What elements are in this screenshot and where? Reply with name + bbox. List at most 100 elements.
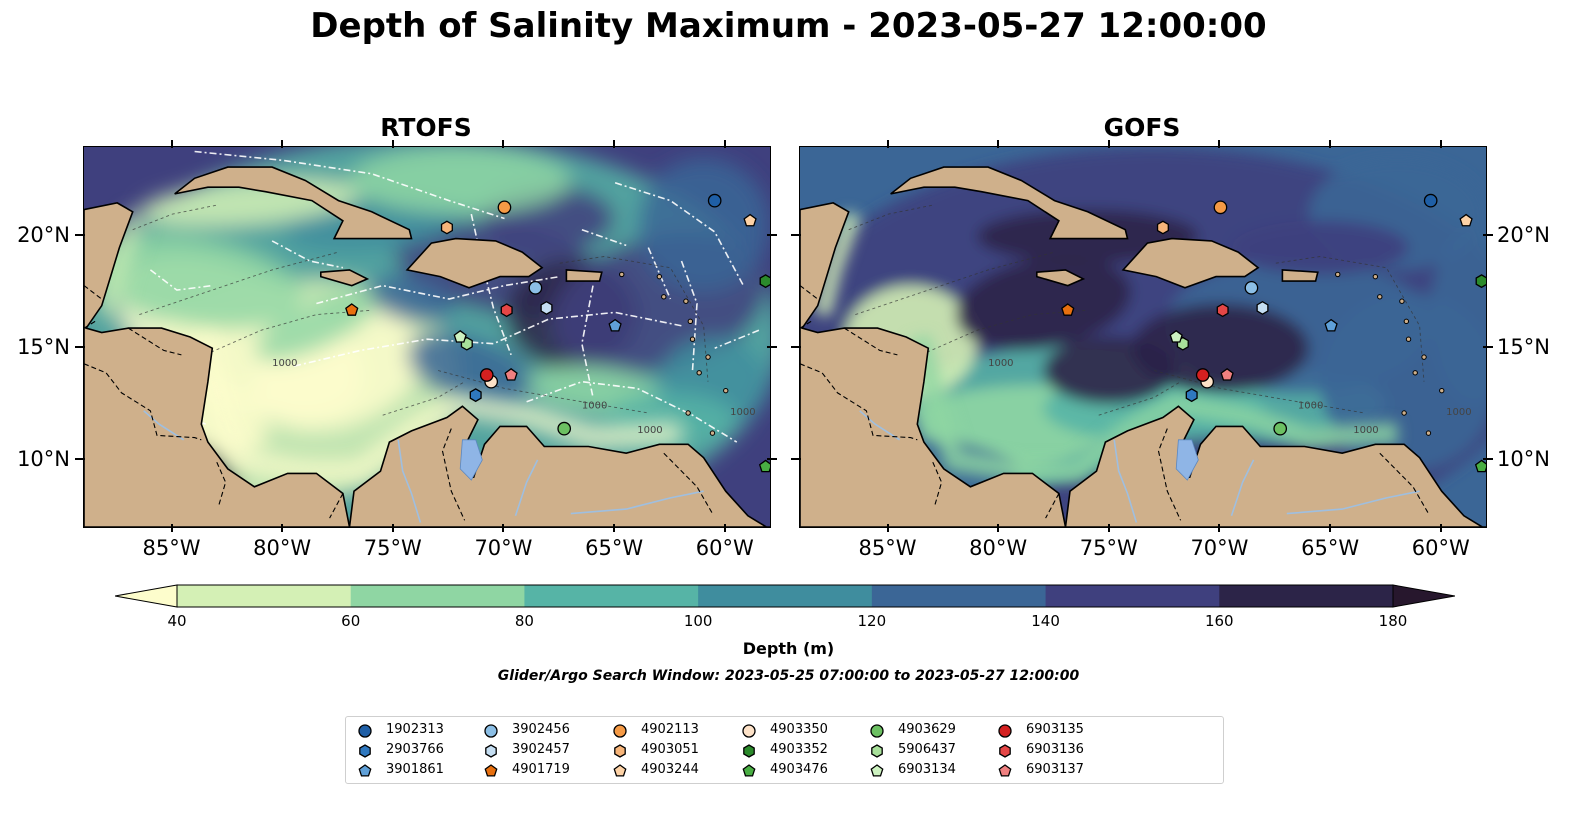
island bbox=[689, 336, 696, 342]
front-line bbox=[680, 260, 698, 371]
colorbar-segment bbox=[871, 585, 1047, 607]
circle-marker-icon bbox=[484, 724, 498, 738]
country-border bbox=[800, 363, 918, 441]
legend-label: 4903352 bbox=[770, 742, 828, 757]
lat-tick-mark bbox=[75, 457, 85, 460]
river bbox=[143, 410, 185, 441]
panel-title-gofs: GOFS bbox=[1103, 113, 1181, 142]
river bbox=[1113, 439, 1138, 523]
colorbar-tick-label: 60 bbox=[341, 612, 361, 630]
colorbar-tick-label: 160 bbox=[1204, 612, 1234, 630]
contour-label: 1000 bbox=[730, 407, 755, 418]
island bbox=[683, 298, 689, 304]
legend-marker bbox=[999, 744, 1011, 758]
lon-tick-mark bbox=[997, 524, 1000, 532]
float-4903051 bbox=[440, 220, 453, 235]
lon-tick-mark bbox=[502, 140, 505, 148]
bathymetry-line bbox=[437, 370, 649, 414]
colorbar-segment bbox=[1045, 585, 1220, 607]
pentagon-marker-icon bbox=[998, 764, 1012, 777]
float-4903629 bbox=[557, 421, 572, 436]
colorbar-segment bbox=[350, 585, 525, 607]
front-line bbox=[614, 182, 745, 286]
island bbox=[1425, 430, 1432, 436]
depth-patch bbox=[1131, 303, 1309, 393]
legend-marker bbox=[998, 764, 1012, 777]
rtofs-map[interactable]: 1000 1000 1000 1000 bbox=[83, 146, 771, 528]
lat-tick-label: 20°N bbox=[17, 223, 70, 248]
island bbox=[619, 271, 625, 278]
lon-tick-mark bbox=[613, 524, 616, 532]
lat-tick-mark bbox=[75, 234, 85, 237]
front-line bbox=[470, 213, 512, 356]
land-jamaica bbox=[1036, 269, 1086, 287]
country-border bbox=[663, 452, 713, 514]
colorbar-tick-label: 40 bbox=[167, 612, 187, 630]
contour-label: 1000 bbox=[988, 358, 1013, 369]
float-4901719 bbox=[345, 303, 359, 316]
float-2903766 bbox=[1185, 388, 1198, 403]
hexagon-marker-icon bbox=[614, 744, 626, 758]
land-southamerica bbox=[348, 405, 770, 527]
lon-tick-mark bbox=[170, 140, 173, 148]
legend-label: 4902113 bbox=[641, 722, 699, 737]
front-line bbox=[581, 285, 594, 398]
island bbox=[1405, 336, 1412, 342]
land-mexico bbox=[800, 202, 1067, 527]
rtofs-map-canvas: 1000 1000 1000 1000 bbox=[84, 147, 770, 527]
island bbox=[1377, 294, 1383, 300]
colorbar-tick-label: 80 bbox=[514, 612, 534, 630]
float-6903136 bbox=[1216, 303, 1229, 318]
pentagon-marker-icon bbox=[358, 764, 372, 777]
lon-tick-label: 75°W bbox=[1079, 536, 1138, 560]
float-4902113 bbox=[1213, 200, 1228, 215]
lat-tick-mark bbox=[767, 346, 777, 349]
colorbar-tick-label: 100 bbox=[683, 612, 713, 630]
lon-tick-mark bbox=[886, 524, 889, 532]
contour-label: 1000 bbox=[1446, 407, 1471, 418]
circle-marker-icon bbox=[358, 724, 372, 738]
land-mexico bbox=[84, 202, 351, 527]
float-4903051 bbox=[1156, 220, 1169, 235]
lon-tick-label: 65°W bbox=[1301, 536, 1360, 560]
float-6903134 bbox=[1169, 329, 1183, 343]
gofs-map-canvas: 1000 1000 1000 1000 bbox=[800, 147, 1486, 527]
lon-tick-mark bbox=[723, 140, 726, 148]
lon-tick-mark bbox=[1218, 140, 1221, 148]
river bbox=[1230, 459, 1255, 517]
pentagon-marker-icon bbox=[484, 764, 498, 777]
land bbox=[84, 166, 770, 527]
lat-tick-mark bbox=[1483, 457, 1493, 460]
yucatan-shelf bbox=[813, 211, 862, 317]
lon-tick-label: 75°W bbox=[363, 536, 422, 560]
lon-tick-mark bbox=[391, 140, 394, 148]
island bbox=[1439, 387, 1445, 394]
float-3901861 bbox=[608, 318, 622, 332]
legend-label: 3902457 bbox=[512, 742, 570, 757]
river bbox=[514, 459, 539, 517]
depth-patch bbox=[1231, 220, 1409, 275]
lon-tick-mark bbox=[1218, 524, 1221, 532]
lat-tick-mark bbox=[767, 234, 777, 237]
land-hispaniola bbox=[1121, 237, 1260, 289]
lat-tick-mark bbox=[1483, 234, 1493, 237]
front-line bbox=[647, 247, 672, 300]
hexagon-marker-icon bbox=[999, 744, 1011, 758]
colorbar-tick-label: 120 bbox=[857, 612, 887, 630]
float-4903352 bbox=[1475, 274, 1486, 289]
gofs-map[interactable]: 1000 1000 1000 1000 bbox=[799, 146, 1487, 528]
country-border bbox=[441, 428, 466, 521]
land-cuba bbox=[890, 166, 1129, 240]
lat-tick-mark bbox=[1483, 346, 1493, 349]
colorbar-extend-low bbox=[115, 584, 178, 608]
legend-marker bbox=[484, 724, 498, 738]
figure-title: Depth of Salinity Maximum - 2023-05-27 1… bbox=[310, 6, 1267, 46]
legend-marker bbox=[484, 764, 498, 777]
lon-tick-mark bbox=[1329, 140, 1332, 148]
depth-patch bbox=[85, 233, 304, 330]
bathymetry-line bbox=[855, 251, 1055, 316]
depth-patch bbox=[349, 147, 571, 215]
river bbox=[1286, 490, 1420, 515]
legend-label: 5906437 bbox=[898, 742, 956, 757]
lon-tick-label: 70°W bbox=[1190, 536, 1249, 560]
